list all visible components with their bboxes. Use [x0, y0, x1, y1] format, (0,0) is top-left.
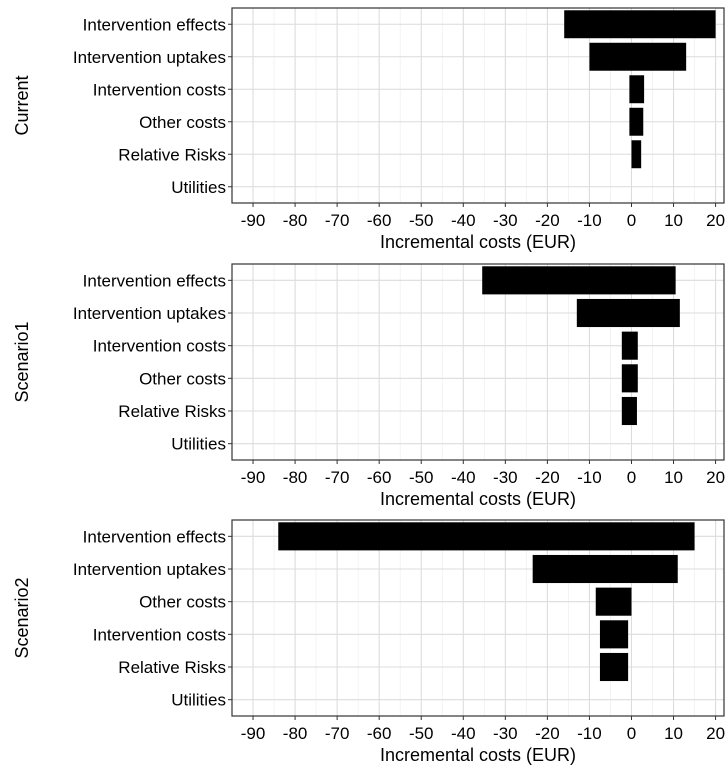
panel-border: [231, 7, 725, 204]
y-tick-label: Other costs: [139, 113, 226, 132]
x-tick-label: 0: [627, 724, 636, 743]
x-tick-label: -20: [535, 724, 560, 743]
x-tick-label: 10: [664, 211, 683, 230]
y-tick-label: Utilities: [171, 691, 226, 710]
x-tick-label: -80: [283, 211, 308, 230]
bar-other-costs: [629, 107, 644, 136]
x-axis-title: Incremental costs (EUR): [380, 232, 576, 252]
x-tick-label: -90: [241, 468, 266, 487]
x-tick-label: 10: [664, 468, 683, 487]
x-tick-label: -30: [493, 468, 518, 487]
y-tick-label: Other costs: [139, 369, 226, 388]
x-tick-label: -70: [325, 468, 350, 487]
panel-scenario1: Intervention effects Intervention uptakes…: [12, 263, 725, 509]
x-tick-label: -30: [493, 211, 518, 230]
y-tick-label: Intervention uptakes: [73, 560, 226, 579]
x-axis-title: Incremental costs (EUR): [380, 489, 576, 509]
x-tick-label: -20: [535, 211, 560, 230]
y-tick-label: Other costs: [139, 593, 226, 612]
x-tick-label: -60: [367, 468, 392, 487]
bar-intervention-effects: [564, 10, 716, 39]
plot-background: [232, 520, 724, 716]
x-tick-label: -50: [409, 211, 434, 230]
y-tick-label: Intervention effects: [83, 15, 226, 34]
x-tick-label: -10: [577, 211, 602, 230]
bar-intervention-effects: [482, 266, 676, 295]
x-tick-label: -40: [451, 468, 476, 487]
y-tick-label: Relative Risks: [118, 145, 226, 164]
y-tick-label: Intervention costs: [93, 80, 226, 99]
facet-label: Scenario2: [12, 577, 32, 658]
x-tick-label: 0: [627, 468, 636, 487]
x-tick-label: -80: [283, 468, 308, 487]
y-tick-label: Utilities: [171, 435, 226, 454]
x-tick-label: -80: [283, 724, 308, 743]
y-tick-label: Intervention effects: [83, 271, 226, 290]
bar-intervention-uptakes: [589, 42, 687, 71]
x-tick-label: -40: [451, 724, 476, 743]
x-tick-label: -50: [409, 724, 434, 743]
bar-intervention-costs: [629, 75, 645, 104]
x-axis-title: Incremental costs (EUR): [380, 745, 576, 765]
bar-intervention-uptakes: [532, 554, 678, 584]
x-tick-label: -50: [409, 468, 434, 487]
panel-border: [231, 519, 725, 717]
bar-intervention-costs: [621, 331, 638, 360]
facet-label: Current: [12, 75, 32, 135]
bar-intervention-effects: [278, 522, 695, 551]
bar-intervention-costs: [599, 620, 629, 649]
facet-label: Scenario1: [12, 321, 32, 402]
bar-intervention-uptakes: [576, 298, 680, 328]
x-tick-label: -10: [577, 724, 602, 743]
x-tick-label: -70: [325, 211, 350, 230]
x-tick-label: 0: [627, 211, 636, 230]
y-tick-label: Intervention uptakes: [73, 48, 226, 67]
x-tick-label: -70: [325, 724, 350, 743]
y-tick-label: Intervention costs: [93, 625, 226, 644]
x-tick-label: 10: [664, 724, 683, 743]
x-tick-label: -90: [241, 724, 266, 743]
x-tick-label: -40: [451, 211, 476, 230]
x-tick-label: -90: [241, 211, 266, 230]
panel-scenario2: Intervention effects Intervention uptakes…: [12, 519, 725, 765]
x-tick-label: -10: [577, 468, 602, 487]
x-tick-label: -60: [367, 724, 392, 743]
x-tick-label: -20: [535, 468, 560, 487]
y-tick-label: Utilities: [171, 178, 226, 197]
y-tick-label: Intervention costs: [93, 337, 226, 356]
y-tick-label: Intervention uptakes: [73, 304, 226, 323]
y-tick-label: Relative Risks: [118, 658, 226, 677]
bar-other-costs: [595, 587, 632, 616]
panel-border: [231, 263, 725, 461]
y-tick-label: Relative Risks: [118, 402, 226, 421]
y-tick-label: Intervention effects: [83, 527, 226, 546]
plot-background: [232, 8, 724, 203]
x-tick-label: -60: [367, 211, 392, 230]
x-tick-label: 20: [706, 211, 725, 230]
x-tick-label: 20: [706, 724, 725, 743]
bar-relative-risks: [621, 396, 637, 426]
x-tick-label: -30: [493, 724, 518, 743]
bar-relative-risks: [631, 140, 642, 169]
plot-background: [232, 264, 724, 460]
x-tick-label: 20: [706, 468, 725, 487]
bar-relative-risks: [599, 652, 629, 682]
bar-other-costs: [621, 364, 638, 393]
panel-current: Intervention effects Intervention uptakes…: [12, 7, 725, 252]
